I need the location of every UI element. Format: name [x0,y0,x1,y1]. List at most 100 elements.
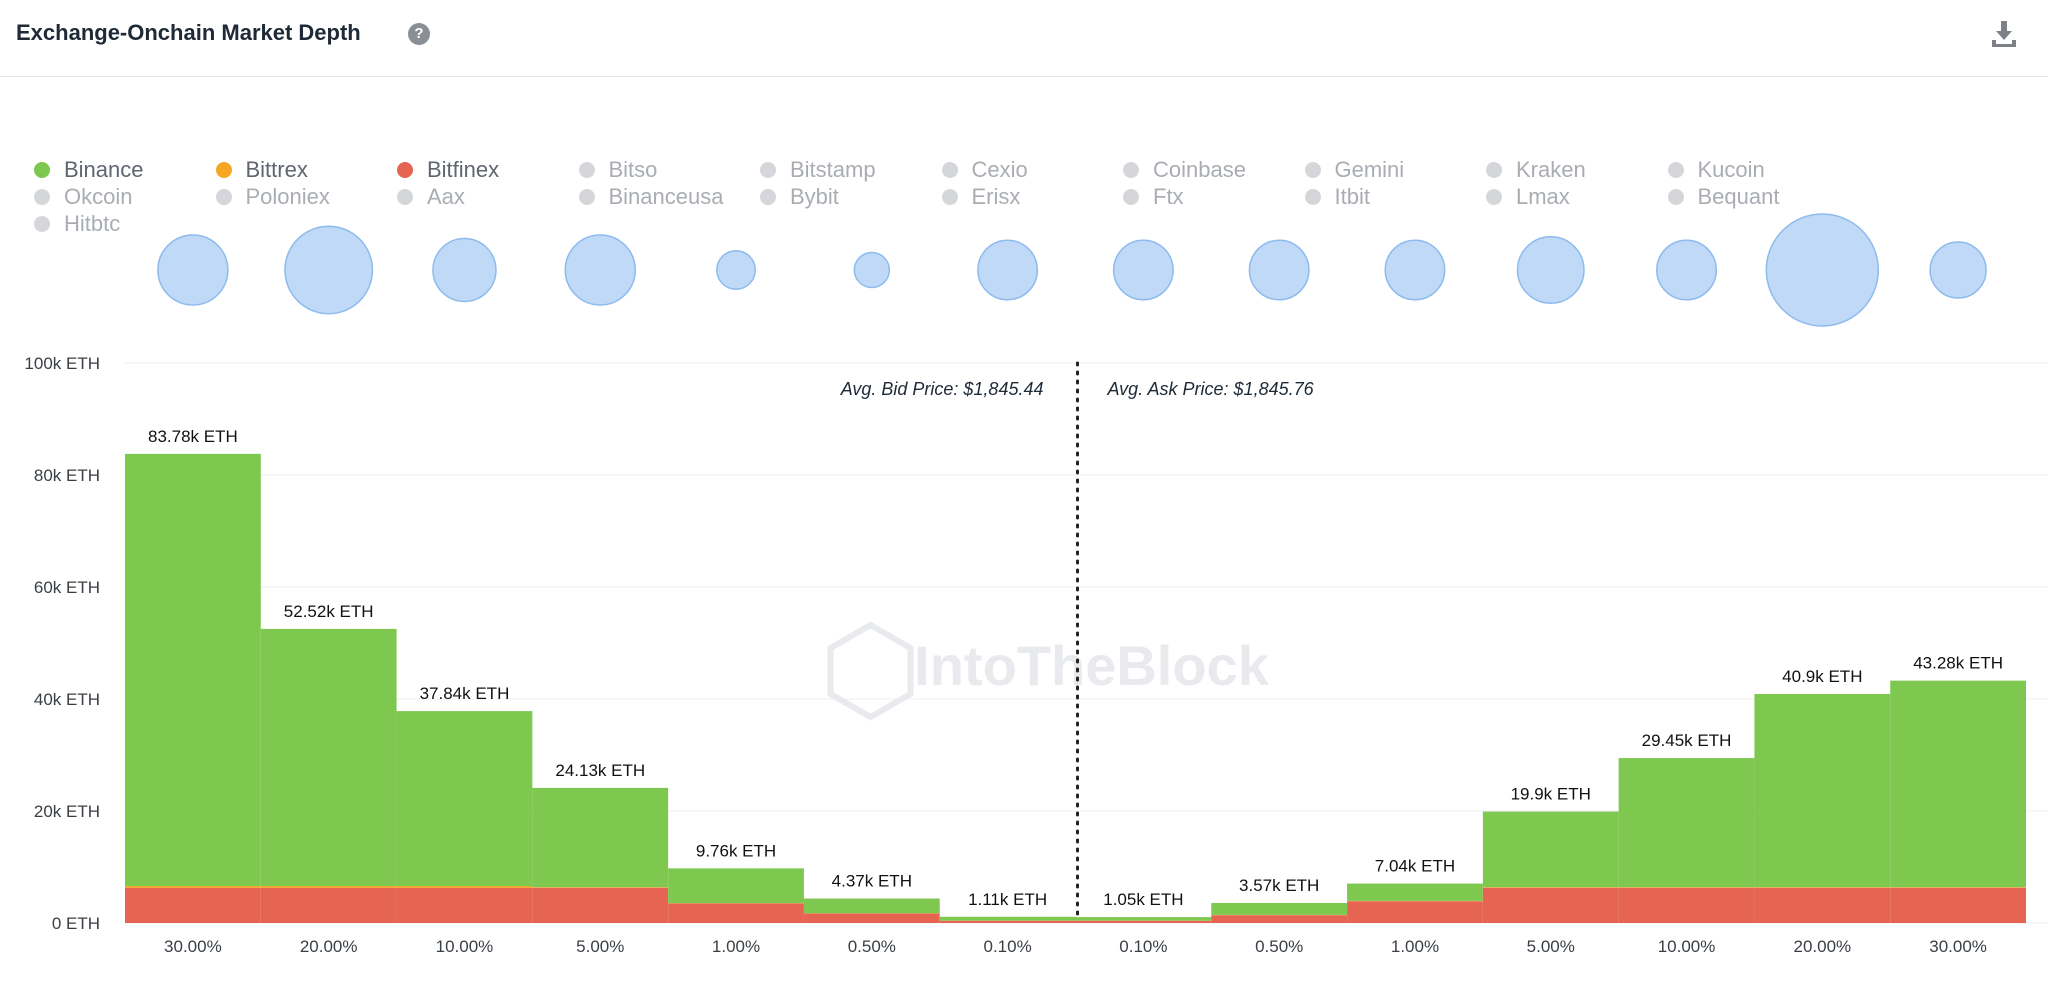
legend-item-hitbtc[interactable]: Hitbtc [34,211,120,237]
legend-dot-icon [578,189,595,205]
legend-dot-icon [1123,162,1139,178]
bar-segment-bittrex [125,886,261,888]
depth-bubble [1248,239,1310,301]
depth-bubble [1656,239,1718,301]
x-tick-label: 10.00% [436,937,494,956]
bar-segment-bitfinex [125,887,261,923]
bar-segment-bitfinex [260,887,397,923]
avg-bid-price-label: Avg. Bid Price: $1,845.44 [840,379,1044,399]
bar-value-label: 40.9k ETH [1782,667,1862,686]
legend-item-okcoin[interactable]: Okcoin [34,184,132,210]
bar-value-label: 24.13k ETH [555,761,645,780]
legend-dot-icon [760,189,776,205]
legend-item-ftx[interactable]: Ftx [1123,184,1184,210]
legend-label: Binanceusa [608,184,724,209]
download-icon[interactable] [1988,18,2020,50]
bar-value-label: 4.37k ETH [832,872,912,891]
x-tick-label: 5.00% [1527,937,1575,956]
x-tick-label: 1.00% [1391,937,1439,956]
bar-segment-bittrex [260,886,397,888]
legend-item-binanceusa[interactable]: Binanceusa [578,184,724,210]
bar-segment-bitfinex [1890,887,2026,923]
bar-segment-bitfinex [939,920,1076,923]
legend-dot-icon [215,162,232,178]
legend-item-cexio[interactable]: Cexio [941,157,1028,183]
bar-segment-bittrex [1482,887,1619,888]
legend-dot-icon [1304,162,1321,178]
watermark: IntoTheBlock [914,634,1270,697]
legend-label: Binance [64,157,144,182]
x-tick-label: 0.10% [1119,937,1167,956]
bar-segment-bitfinex [1347,901,1483,923]
bar-value-label: 1.05k ETH [1103,890,1183,909]
bar-segment-bittrex [1618,887,1755,888]
legend-item-gemini[interactable]: Gemini [1304,157,1405,183]
legend-dot-icon [397,189,413,205]
bar-segment-bitfinex [1211,915,1348,923]
bar-value-label: 52.52k ETH [284,602,374,621]
legend-item-bitso[interactable]: Bitso [578,157,657,183]
bar-segment-binance [1618,758,1755,888]
depth-bubble [157,234,229,306]
legend-item-bitfinex[interactable]: Bitfinex [397,157,499,183]
legend-item-poloniex[interactable]: Poloniex [215,184,330,210]
legend-label: Gemini [1334,157,1405,182]
y-tick-label: 80k ETH [34,466,100,485]
bar-segment-bitfinex [1754,887,1891,923]
depth-bubble [284,225,374,315]
legend-label: Bybit [790,184,839,209]
bar-segment-bittrex [1754,887,1891,888]
bar-value-label: 7.04k ETH [1375,857,1455,876]
y-tick-label: 60k ETH [34,578,100,597]
question-circle-icon[interactable]: ? [408,23,430,45]
legend-item-binance[interactable]: Binance [34,157,144,183]
bar-segment-binance [803,898,940,914]
legend-dot-icon [1667,162,1684,178]
legend-item-itbit[interactable]: Itbit [1304,184,1370,210]
legend-label: Aax [427,184,465,209]
legend-label: Ftx [1153,184,1184,209]
legend-label: Bittrex [245,157,308,182]
depth-bubble [564,234,636,306]
legend-item-coinbase[interactable]: Coinbase [1123,157,1246,183]
depth-bubble [432,237,497,303]
legend-dot-icon [34,162,50,178]
legend-dot-icon [1123,189,1139,205]
bar-segment-binance [1347,883,1483,901]
legend-item-bequant[interactable]: Bequant [1667,184,1780,210]
depth-bubble [1929,241,1987,299]
bar-segment-bitfinex [668,903,804,923]
legend-item-lmax[interactable]: Lmax [1486,184,1570,210]
legend-label: Cexio [971,157,1028,182]
legend-item-bybit[interactable]: Bybit [760,184,839,210]
legend-item-aax[interactable]: Aax [397,184,465,210]
x-tick-label: 10.00% [1658,937,1716,956]
legend-label: Poloniex [245,184,330,209]
legend-label: Kucoin [1697,157,1765,182]
bar-segment-binance [1482,811,1619,888]
legend-item-kucoin[interactable]: Kucoin [1667,157,1765,183]
bar-segment-binance [260,628,397,887]
bar-segment-binance [668,868,804,904]
y-tick-label: 40k ETH [34,690,100,709]
legend-dot-icon [34,189,50,205]
x-tick-label: 20.00% [300,937,358,956]
legend-item-bittrex[interactable]: Bittrex [215,157,308,183]
legend-label: Okcoin [64,184,133,209]
legend-dot-icon [1667,189,1684,205]
legend-item-erisx[interactable]: Erisx [941,184,1020,210]
legend-label: Bequant [1697,184,1780,209]
x-tick-label: 0.10% [984,937,1032,956]
depth-bubble [977,239,1039,301]
bar-value-label: 43.28k ETH [1913,654,2003,673]
depth-bubble [853,251,891,289]
bar-segment-bittrex [396,886,533,888]
bar-segment-binance [939,916,1076,921]
legend-item-bitstamp[interactable]: Bitstamp [760,157,876,183]
bar-segment-binance [1890,680,2026,888]
panel-header: Exchange-Onchain Market Depth ? [0,0,2048,77]
legend-dot-icon [941,189,958,205]
legend-item-kraken[interactable]: Kraken [1486,157,1586,183]
watermark-logo-icon [827,621,914,721]
